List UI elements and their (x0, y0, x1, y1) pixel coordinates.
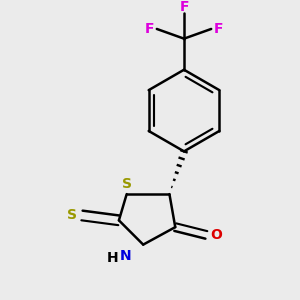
Text: O: O (210, 228, 222, 242)
Text: S: S (122, 177, 132, 191)
Text: F: F (144, 22, 154, 36)
Text: H: H (106, 251, 118, 265)
Text: S: S (67, 208, 77, 223)
Text: F: F (214, 22, 224, 36)
Text: F: F (179, 0, 189, 14)
Text: N: N (120, 249, 131, 263)
